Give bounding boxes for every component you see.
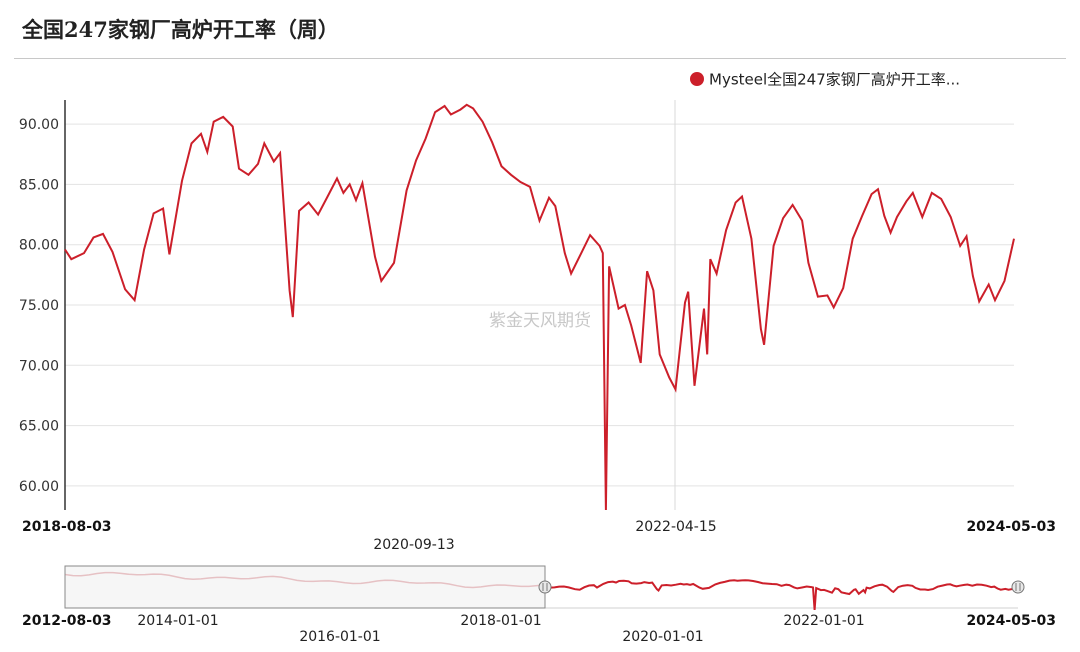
- navigator-right-handle[interactable]: [1011, 580, 1025, 594]
- y-tick-label: 70.00: [19, 358, 59, 374]
- y-tick-label: 75.00: [19, 298, 59, 314]
- grid-lines: [65, 123, 1014, 487]
- y-tick-label: 85.00: [19, 177, 59, 193]
- navigator-tick-label: 2022-01-01: [783, 613, 864, 629]
- x-start-label: 2018-08-03: [22, 519, 112, 535]
- navigator-tick-label: 2016-01-01: [299, 629, 380, 645]
- y-tick-label: 80.00: [19, 238, 59, 254]
- y-tick-label: 60.00: [19, 479, 59, 495]
- title-divider: [14, 58, 1066, 59]
- watermark-text: 紫金天风期货: [489, 311, 591, 331]
- navigator-end-label: 2024-05-03: [966, 613, 1056, 629]
- navigator-unselected-region[interactable]: [64, 565, 546, 609]
- y-tick-label: 65.00: [19, 419, 59, 435]
- series-line-blast-furnace-rate: [64, 103, 1015, 511]
- y-tick-label: 90.00: [19, 117, 59, 133]
- navigator-tick-label: 2020-01-01: [622, 629, 703, 645]
- y-axis-ticks: 60.00 65.00 70.00 75.00 80.00 85.00 90.00: [19, 117, 59, 495]
- x-end-label: 2024-05-03: [966, 519, 1056, 535]
- navigator-left-handle[interactable]: [538, 580, 552, 594]
- x-tick-label: 2022-04-15: [635, 519, 716, 535]
- legend-marker[interactable]: [690, 72, 704, 86]
- navigator-history-line: [64, 571, 546, 589]
- navigator-selected-line: [544, 579, 1019, 610]
- chart-title: 全国247家钢厂高炉开工率（周）: [22, 17, 339, 42]
- navigator-start-label: 2012-08-03: [22, 613, 112, 629]
- navigator[interactable]: [64, 565, 1025, 610]
- navigator-tick-label: 2014-01-01: [137, 613, 218, 629]
- x-tick-label: 2020-09-13: [373, 537, 454, 553]
- navigator-tick-label: 2018-01-01: [460, 613, 541, 629]
- legend-label[interactable]: Mysteel全国247家钢厂高炉开工率...: [709, 71, 960, 89]
